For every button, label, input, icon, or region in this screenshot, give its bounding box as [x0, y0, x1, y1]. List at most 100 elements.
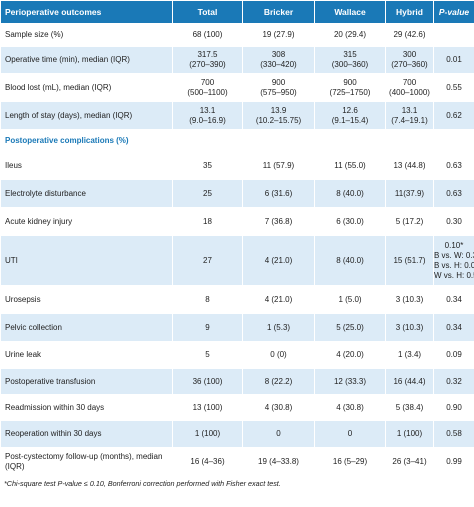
cell-total: 25 [172, 179, 243, 208]
table-row: Operative time (min), median (IQR) 317.5… [0, 46, 474, 74]
table-row: Acute kidney injury 18 7 (36.8) 6 (30.0)… [0, 207, 474, 236]
cell-wallace: 4 (20.0) [314, 341, 386, 369]
cell-p: 0.63 [433, 151, 474, 180]
table-row: Postoperative transfusion 36 (100) 8 (22… [0, 368, 474, 395]
cell-iqr: (300–360) [331, 60, 369, 69]
cell-median: 308 [271, 50, 286, 59]
cell-p: 0.62 [433, 101, 474, 130]
table-row: Ileus 35 11 (57.9) 11 (55.0) 13 (44.8) 0… [0, 151, 474, 180]
cell-bricker: 19 (4–33.8) [242, 447, 315, 477]
table-row: Urine leak 5 0 (0) 4 (20.0) 1 (3.4) 0.09 [0, 341, 474, 369]
cell-p: 0.01 [433, 46, 474, 74]
cell-total: 27 [172, 235, 243, 286]
cell-wallace: 900 (725–1750) [314, 73, 386, 102]
cell-total: 18 [172, 207, 243, 236]
cell-p [433, 23, 474, 47]
cell-bricker: 900 (575–950) [242, 73, 315, 102]
header-p-value: P-value [433, 0, 474, 24]
table-row: Sample size (%) 68 (100) 19 (27.9) 20 (2… [0, 23, 474, 47]
cell-wallace: 0 [314, 420, 386, 448]
cell-total: 8 [172, 285, 243, 314]
row-label: Reoperation within 30 days [0, 420, 173, 448]
cell-p: 0.10* B vs. W: 0.30 B vs. H: 0.04 W vs. … [433, 235, 474, 286]
header-bricker: Bricker [242, 0, 315, 24]
row-label: Acute kidney injury [0, 207, 173, 236]
cell-p: 0.34 [433, 313, 474, 342]
cell-total: 5 [172, 341, 243, 369]
cell-p: 0.63 [433, 179, 474, 208]
cell-wallace: 6 (30.0) [314, 207, 386, 236]
row-label: Urosepsis [0, 285, 173, 314]
cell-p: 0.30 [433, 207, 474, 236]
cell-median: 900 [271, 77, 286, 87]
cell-iqr: (500–1100) [187, 87, 228, 97]
cell-wallace: 5 (25.0) [314, 313, 386, 342]
cell-iqr: (270–390) [189, 60, 226, 69]
cell-total: 700 (500–1100) [172, 73, 243, 102]
outcomes-table: Perioperative outcomes Total Bricker Wal… [0, 0, 474, 477]
row-label: Operative time (min), median (IQR) [0, 46, 173, 74]
table-footnote: *Chi-square test P-value ≤ 0.10, Bonferr… [4, 479, 281, 488]
cell-bricker: 0 (0) [242, 341, 315, 369]
cell-median: 700 [402, 77, 417, 87]
cell-wallace: 4 (30.8) [314, 394, 386, 421]
cell-bricker: 19 (27.9) [242, 23, 315, 47]
cell-hybrid: 13 (44.8) [385, 151, 434, 180]
cell-bricker: 308 (330–420) [242, 46, 315, 74]
row-label: Length of stay (days), median (IQR) [0, 101, 173, 130]
cell-wallace: 12.6 (9.1–15.4) [314, 101, 386, 130]
cell-wallace: 20 (29.4) [314, 23, 386, 47]
cell-bricker: 4 (21.0) [242, 285, 315, 314]
cell-iqr: (9.0–16.9) [189, 115, 226, 125]
cell-bricker: 0 [242, 420, 315, 448]
row-label: Ileus [0, 151, 173, 180]
cell-total: 9 [172, 313, 243, 342]
cell-total: 36 (100) [172, 368, 243, 395]
cell-bricker: 4 (30.8) [242, 394, 315, 421]
cell-bricker: 7 (36.8) [242, 207, 315, 236]
cell-hybrid: 13.1 (7.4–19.1) [385, 101, 434, 130]
cell-bricker: 6 (31.6) [242, 179, 315, 208]
cell-p: 0.34 [433, 285, 474, 314]
cell-iqr: (270–360) [391, 60, 428, 69]
cell-bricker: 1 (5.3) [242, 313, 315, 342]
header-total: Total [172, 0, 243, 24]
cell-hybrid: 16 (44.4) [385, 368, 434, 395]
cell-iqr: (7.4–19.1) [391, 115, 428, 125]
table-row: Electrolyte disturbance 25 6 (31.6) 8 (4… [0, 179, 474, 208]
cell-total: 1 (100) [172, 420, 243, 448]
cell-p: 0.99 [433, 447, 474, 477]
row-label: Readmission within 30 days [0, 394, 173, 421]
cell-median: 13.9 [270, 105, 287, 115]
cell-iqr: (725–1750) [329, 87, 371, 97]
cell-hybrid: 300 (270–360) [385, 46, 434, 74]
table-row: UTI 27 4 (21.0) 8 (40.0) 15 (51.7) 0.10*… [0, 235, 474, 286]
cell-total: 68 (100) [172, 23, 243, 47]
p-overall: 0.10* [444, 240, 464, 250]
cell-hybrid: 1 (100) [385, 420, 434, 448]
cell-median: 300 [402, 50, 417, 59]
cell-total: 16 (4–36) [172, 447, 243, 477]
cell-p: 0.58 [433, 420, 474, 448]
table-row: Post-cystectomy follow-up (months), medi… [0, 447, 474, 477]
table-row: Readmission within 30 days 13 (100) 4 (3… [0, 394, 474, 421]
cell-bricker: 8 (22.2) [242, 368, 315, 395]
cell-hybrid: 29 (42.6) [385, 23, 434, 47]
cell-median: 12.6 [342, 105, 358, 115]
cell-iqr: (575–950) [260, 87, 297, 97]
table-row: Pelvic collection 9 1 (5.3) 5 (25.0) 3 (… [0, 313, 474, 342]
header-hybrid: Hybrid [385, 0, 434, 24]
cell-hybrid: 700 (400–1000) [385, 73, 434, 102]
p-wallace-vs-hybrid: W vs. H: 0.53 [434, 270, 474, 280]
cell-median: 900 [343, 77, 357, 87]
cell-iqr: (400–1000) [389, 87, 430, 97]
header-perioperative-outcomes: Perioperative outcomes [0, 0, 173, 24]
cell-median: 317.5 [197, 50, 218, 59]
row-label: Postoperative transfusion [0, 368, 173, 395]
cell-hybrid: 1 (3.4) [385, 341, 434, 369]
cell-p: 0.90 [433, 394, 474, 421]
table-row: Blood lost (mL), median (IQR) 700 (500–11… [0, 73, 474, 102]
cell-wallace: 8 (40.0) [314, 235, 386, 286]
cell-wallace: 12 (33.3) [314, 368, 386, 395]
cell-wallace: 16 (5–29) [314, 447, 386, 477]
